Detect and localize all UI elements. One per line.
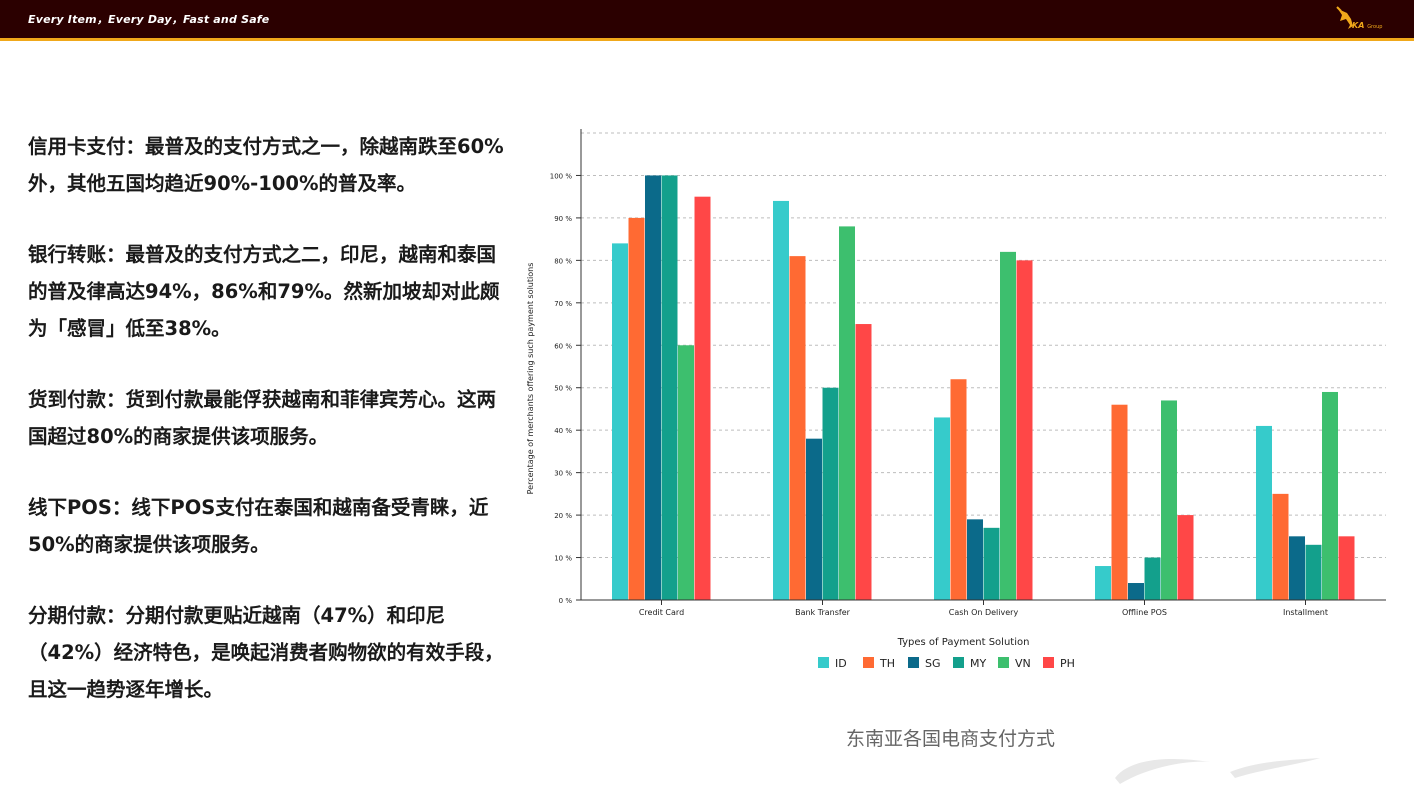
legend-swatch-vn (998, 657, 1009, 668)
legend-label-my: MY (970, 657, 986, 670)
analysis-text: 信用卡支付：最普及的支付方式之一，除越南跌至60%外，其他五国均趋近90%-10… (28, 128, 508, 742)
bar-my (661, 175, 678, 601)
bar-sg (967, 519, 983, 600)
bar-vn (1161, 400, 1177, 600)
paragraph-bank-transfer: 银行转账：最普及的支付方式之二，印尼，越南和泰国的普及律高达94%，86%和79… (28, 243, 500, 340)
bar-my (822, 387, 839, 600)
top-banner: Every Item，Every Day，Fast and Safe KA Gr… (0, 0, 1414, 41)
bar-my (983, 527, 1000, 600)
y-axis-label: Percentage of merchants offering such pa… (526, 263, 535, 495)
legend-swatch-id (818, 657, 829, 668)
y-tick-label: 80 % (554, 257, 572, 265)
kangaroo-icon (1336, 6, 1353, 29)
bar-th (950, 379, 967, 600)
legend-label-ph: PH (1060, 657, 1075, 670)
x-axis-label: Types of Payment Solution (897, 637, 1030, 648)
y-tick-label: 20 % (554, 512, 572, 520)
y-tick-label: 100 % (550, 172, 573, 180)
bar-sg (806, 438, 822, 600)
y-tick-label: 70 % (554, 300, 572, 308)
brush-decoration (1115, 758, 1320, 784)
bar-ph (1177, 515, 1194, 600)
bar-sg (645, 175, 661, 601)
y-tick-label: 10 % (554, 555, 572, 563)
bar-my (1305, 544, 1322, 600)
paragraph-installment: 分期付款：分期付款更贴近越南（47%）和印尼（42%）经济特色，是唤起消费者购物… (28, 604, 504, 701)
x-tick-label: Bank Transfer (795, 608, 851, 617)
legend-label-id: ID (835, 657, 847, 670)
bar-ph (1338, 536, 1355, 600)
bar-th (628, 217, 645, 600)
y-tick-label: 50 % (554, 385, 572, 393)
paragraph-offline-pos: 线下POS：线下POS支付在泰国和越南备受青睐，近50%的商家提供该项服务。 (28, 496, 489, 556)
x-tick-label: Installment (1283, 608, 1328, 617)
bar-id (934, 417, 950, 600)
bar-sg (1289, 536, 1305, 600)
payment-methods-chart: 0 % 10 % 20 % 30 % 40 % 50 % 60 % 70 % 80 % 90 % 1… (520, 125, 1400, 685)
bar-vn (1322, 391, 1338, 600)
bar-th (1111, 404, 1128, 600)
bar-vn (678, 345, 694, 600)
bar-id (1256, 425, 1272, 600)
legend-swatch-sg (908, 657, 919, 668)
paragraph-credit-card: 信用卡支付：最普及的支付方式之一，除越南跌至60%外，其他五国均趋近90%-10… (28, 135, 504, 195)
bar-id (612, 243, 628, 600)
bar-id (1095, 566, 1111, 600)
bar-ph (855, 324, 872, 600)
bar-sg (1128, 583, 1144, 600)
bar-my (1144, 557, 1161, 600)
x-tick-label: Credit Card (639, 608, 684, 617)
legend-swatch-th (863, 657, 874, 668)
bar-ph (1016, 260, 1033, 600)
legend-swatch-my (953, 657, 964, 668)
paragraph-cash-on-delivery: 货到付款：货到付款最能俘获越南和菲律宾芳心。这两国超过80%的商家提供该项服务。 (28, 388, 497, 448)
bar-vn (1000, 251, 1016, 600)
bar-vn (839, 226, 855, 600)
legend-label-th: TH (879, 657, 895, 670)
y-tick-label: 60 % (554, 342, 572, 350)
legend-label-sg: SG (925, 657, 941, 670)
bar-th (1272, 493, 1289, 600)
x-tick-label: Cash On Delivery (949, 608, 1019, 617)
bar-chart: 0 % 10 % 20 % 30 % 40 % 50 % 60 % 70 % 80 % 90 % 1… (526, 129, 1386, 670)
x-tick-label: Offline POS (1122, 608, 1167, 617)
y-tick-label: 0 % (559, 597, 573, 605)
chart-caption: 东南亚各国电商支付方式 (846, 728, 1056, 750)
y-tick-label: 40 % (554, 427, 572, 435)
legend-swatch-ph (1043, 657, 1054, 668)
ka-group-logo: KA Group (1334, 5, 1390, 33)
y-tick-label: 30 % (554, 470, 572, 478)
tagline: Every Item，Every Day，Fast and Safe (28, 13, 270, 26)
bar-id (773, 200, 789, 600)
logo-text: KA Group (1352, 21, 1383, 30)
legend-label-vn: VN (1015, 657, 1031, 670)
bar-th (789, 256, 806, 600)
bar-ph (694, 196, 711, 600)
y-tick-label: 90 % (554, 215, 572, 223)
